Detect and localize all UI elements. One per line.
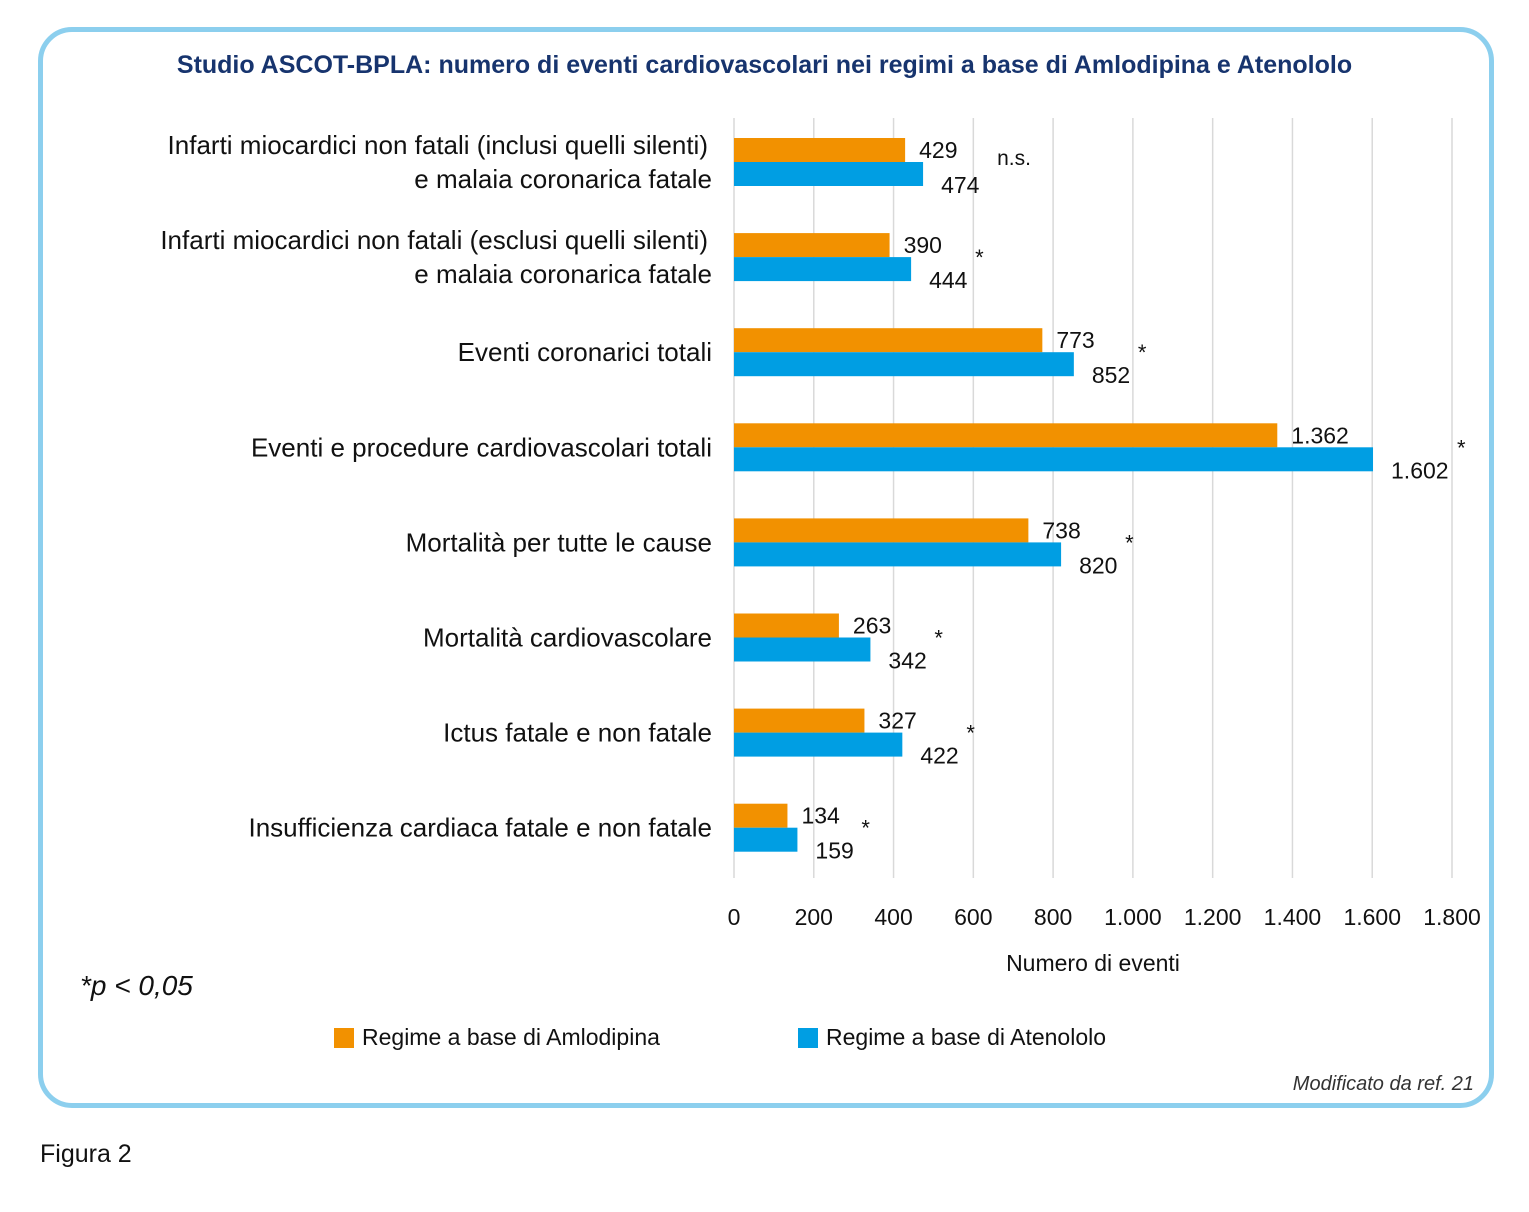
significance-marker: * (934, 626, 943, 651)
legend-item-amlodipina: Regime a base di Amlodipina (334, 1024, 660, 1051)
category-label: Mortalità per tutte le cause (406, 527, 712, 557)
x-tick-label: 1.600 (1343, 904, 1401, 930)
bar (734, 162, 924, 186)
bar (734, 518, 1029, 543)
legend-item-atenololo: Regime a base di Atenololo (798, 1024, 1106, 1051)
significance-marker: * (861, 816, 870, 841)
data-label: 773 (1056, 327, 1094, 353)
significance-marker: * (1457, 435, 1466, 460)
data-label: 327 (878, 708, 916, 734)
x-tick-label: 1.200 (1184, 904, 1242, 930)
legend-swatch-amlodipina (334, 1027, 354, 1048)
data-label: 444 (929, 267, 968, 293)
significance-marker: * (1138, 340, 1147, 365)
data-label: 738 (1042, 517, 1080, 543)
bar (734, 827, 798, 852)
category-label: Ictus fatale e non fatale (443, 718, 712, 748)
x-tick-label: 200 (795, 904, 833, 930)
category-label: Mortalità cardiovascolare (423, 623, 712, 653)
data-label: 1.362 (1291, 422, 1349, 448)
data-label: 263 (853, 613, 891, 639)
bar (734, 352, 1074, 377)
data-label: 1.602 (1391, 457, 1449, 483)
x-tick-label: 1.400 (1264, 904, 1322, 930)
category-label: Insufficienza cardiaca fatale e non fata… (249, 813, 713, 843)
category-label: e malaia coronarica fatale (414, 259, 712, 289)
source-note: Modificato da ref. 21 (1292, 1073, 1474, 1095)
category-label: e malaia coronarica fatale (414, 164, 712, 194)
bar (734, 708, 865, 733)
x-tick-label: 800 (1034, 904, 1072, 930)
data-label: 159 (815, 838, 853, 864)
legend-label-atenololo: Regime a base di Atenololo (826, 1024, 1107, 1050)
category-label: Infarti miocardici non fatali (esclusi q… (160, 225, 708, 255)
bar (734, 542, 1062, 567)
x-tick-label: 600 (954, 904, 992, 930)
x-tick-label: 1.000 (1104, 904, 1162, 930)
bar-chart: 0 200 400 600 800 1.000 1.200 1.400 1.600 1.800 Nu… (160, 118, 1481, 976)
significance-marker: n.s. (997, 147, 1031, 170)
data-label: 390 (904, 232, 942, 258)
bar (734, 328, 1043, 353)
significance-marker: * (966, 721, 975, 746)
bar (734, 732, 903, 757)
data-label: 474 (941, 172, 980, 198)
category-label: Eventi coronarici totali (458, 337, 712, 367)
x-tick-label: 0 (728, 904, 741, 930)
data-label: 429 (919, 137, 957, 163)
category-label: Eventi e procedure cardiovascolari total… (251, 432, 712, 462)
figure-caption: Figura 2 (40, 1140, 132, 1168)
chart-frame (38, 27, 1494, 1108)
bar (734, 138, 906, 162)
bar (734, 233, 890, 258)
data-label: 852 (1092, 362, 1130, 388)
data-label: 422 (920, 743, 958, 769)
bar (734, 447, 1374, 472)
data-label: 134 (801, 803, 840, 829)
legend-swatch-atenololo (798, 1027, 818, 1048)
category-label: Infarti miocardici non fatali (inclusi q… (168, 130, 708, 160)
bar (734, 637, 871, 662)
chart-title: Studio ASCOT-BPLA: numero di eventi card… (176, 51, 1353, 79)
significance-footnote: *p < 0,05 (80, 970, 193, 1001)
significance-marker: * (1125, 530, 1134, 555)
bar (734, 613, 839, 638)
significance-marker: * (975, 245, 984, 270)
x-tick-label: 1.800 (1423, 904, 1481, 930)
bar (734, 803, 788, 828)
x-axis-title: Numero di eventi (1006, 950, 1180, 976)
x-tick-label: 400 (874, 904, 912, 930)
bar (734, 423, 1278, 448)
bar (734, 257, 912, 282)
data-label: 342 (888, 648, 926, 674)
data-label: 820 (1079, 552, 1117, 578)
legend-label-amlodipina: Regime a base di Amlodipina (362, 1024, 660, 1050)
